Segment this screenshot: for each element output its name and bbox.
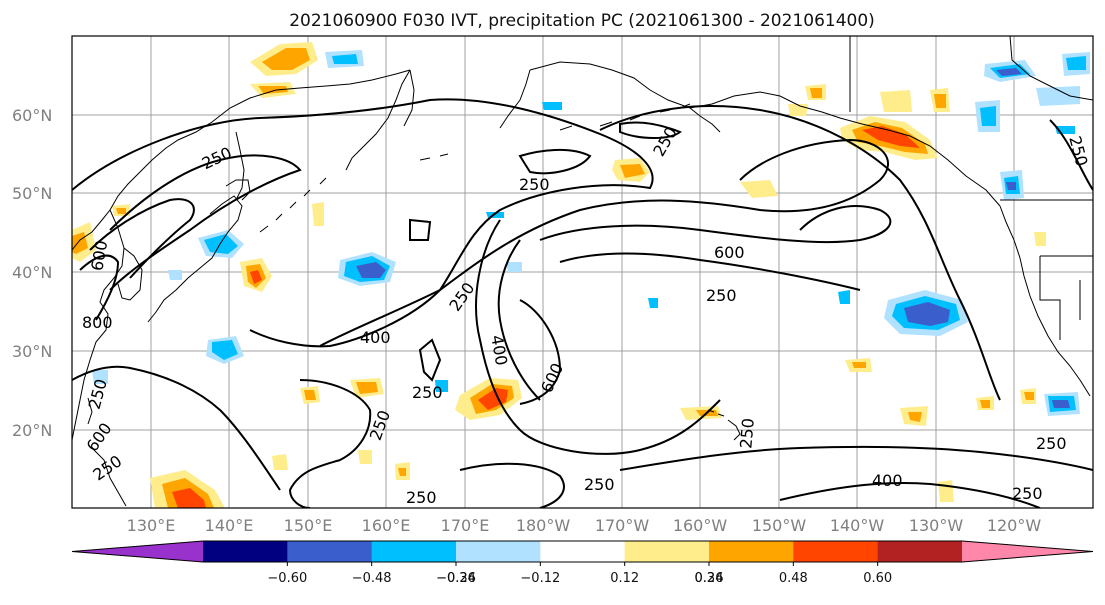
contour-250-west-south	[72, 365, 281, 491]
colorbar-tick-label: −0.12	[520, 571, 560, 586]
lon-label: 170°W	[595, 516, 650, 535]
colorbar-tick-label: −0.36	[436, 571, 476, 586]
contour-250-japan-sea	[109, 154, 302, 291]
colorbar-outline	[71, 540, 1094, 563]
contour-250-south-arc	[475, 219, 721, 455]
colorbar-segment	[456, 541, 541, 562]
contour-400-main	[319, 138, 890, 347]
lat-label: 30°N	[12, 342, 52, 361]
ivt-contours	[72, 98, 1093, 508]
colorbar-extend-low	[72, 541, 203, 562]
contour-400-japan	[89, 198, 195, 279]
colorbar-tick-label: −0.60	[267, 571, 307, 586]
lon-label: 140°E	[205, 516, 254, 535]
contour-label-250: 250	[584, 475, 615, 494]
contour-250-east	[1049, 119, 1093, 191]
lon-label: 160°W	[673, 516, 728, 535]
colorbar-tick-label: −0.24	[436, 571, 476, 586]
colorbar-segment	[709, 541, 794, 562]
colorbar-tick-label: 0.60	[863, 571, 892, 586]
contour-600-lobe	[519, 299, 562, 405]
colorbar-tick-label: 0.36	[695, 571, 724, 586]
lon-label: 150°W	[752, 516, 807, 535]
colorbar-extend-high	[962, 541, 1093, 562]
colorbar-tick-label: 0.24	[695, 571, 724, 586]
contour-250-center-bottom	[459, 462, 565, 508]
lon-label: 140°W	[830, 516, 885, 535]
colorbar-segment	[540, 541, 626, 562]
contour-250-upper-arc	[599, 105, 1001, 401]
colorbar-segment	[877, 541, 963, 562]
contour-label-800: 800	[82, 313, 113, 332]
colorbar-segment	[203, 541, 288, 562]
lat-label: 40°N	[12, 263, 52, 282]
colorbar-segment	[371, 541, 457, 562]
contour-labels: 250 250 250 600 250 250 400 400 600 250 …	[82, 124, 1091, 507]
lon-label: 130°E	[127, 516, 176, 535]
contour-250-small-lobe	[418, 338, 442, 382]
contour-label-400: 400	[360, 328, 391, 347]
contour-label-600: 600	[714, 243, 745, 262]
contour-label-250: 250	[406, 488, 437, 507]
contour-250-small-north	[619, 121, 682, 139]
lon-label: 180°W	[516, 516, 571, 535]
contour-600-jet	[539, 205, 892, 244]
lon-label: 120°W	[987, 516, 1042, 535]
contour-800-japan	[79, 254, 120, 321]
colorbar-tick-label: 0.48	[779, 571, 808, 586]
colorbar-tick-label: −0.48	[352, 571, 392, 586]
lat-label: 20°N	[12, 421, 52, 440]
lat-label: 60°N	[12, 106, 52, 125]
lat-label: 50°N	[12, 184, 52, 203]
contour-250-hawaii-band	[619, 445, 1093, 471]
map-title: 2021060900 F030 IVT, precipitation PC (2…	[289, 11, 875, 31]
coastlines	[72, 36, 1093, 507]
contour-label-250: 250	[412, 383, 443, 402]
contour-label-250: 250	[736, 417, 758, 449]
contour-label-250: 250	[1036, 434, 1067, 453]
contour-label-250: 250	[706, 286, 737, 305]
contour-400-south-arc	[497, 239, 541, 401]
colorbar-tick-label: 0.12	[610, 571, 639, 586]
contour-label-250: 250	[1012, 484, 1043, 503]
contour-250-blob	[409, 218, 432, 241]
contour-250-kamchatka	[518, 148, 592, 175]
contour-label-250: 250	[519, 175, 550, 194]
contour-400-south-band	[779, 481, 1041, 508]
lon-label: 160°E	[362, 516, 411, 535]
contour-label-400: 400	[872, 471, 903, 490]
lon-label: 150°E	[284, 516, 333, 535]
lon-label: 170°E	[441, 516, 490, 535]
lat-labels: 60°N 50°N 40°N 30°N 20°N	[12, 106, 52, 440]
colorbar-segment	[287, 541, 373, 562]
map-border	[71, 35, 1094, 509]
colorbar-segment	[793, 541, 879, 562]
contour-600-jet-south	[559, 252, 861, 291]
colorbar-segment	[624, 541, 710, 562]
lon-labels: 130°E 140°E 150°E 160°E 170°E 180°W 170°…	[127, 516, 1042, 535]
contour-250-north-pacific	[72, 98, 654, 348]
contour-250-left-bottom	[288, 379, 372, 508]
lon-label: 130°W	[909, 516, 964, 535]
colorbar: −0.60 −0.48 −0.36−0.24 −0.12 0.12 0.240.36 0.4…	[71, 540, 1094, 586]
